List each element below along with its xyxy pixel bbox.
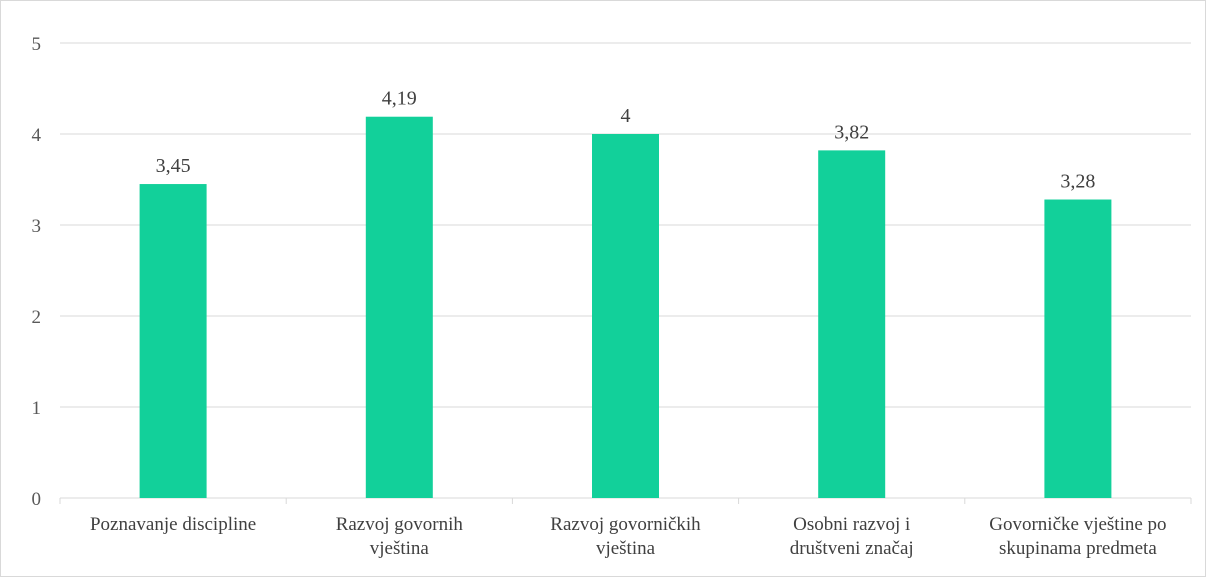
y-tick-label: 3 — [32, 216, 42, 237]
x-category-label: Poznavanje discipline — [90, 514, 256, 535]
x-category-label: Govorničke vještine po — [989, 514, 1166, 535]
bar — [365, 116, 433, 499]
y-tick-label: 2 — [32, 307, 42, 328]
x-category-label: društveni značaj — [790, 538, 914, 559]
bar — [139, 184, 207, 499]
y-tick-label: 5 — [32, 34, 42, 55]
x-category-label: Razvoj govorničkih — [550, 514, 701, 535]
x-category-label: vještina — [370, 538, 430, 559]
data-label: 3,28 — [1060, 171, 1095, 193]
x-category-label: vještina — [596, 538, 656, 559]
bar — [818, 150, 886, 498]
x-category-label: Razvoj govornih — [336, 514, 464, 535]
data-label: 3,45 — [156, 155, 191, 177]
y-tick-label: 4 — [32, 125, 42, 146]
data-label: 4 — [621, 105, 631, 127]
y-tick-label: 1 — [32, 398, 42, 419]
data-label: 4,19 — [382, 88, 417, 110]
bar — [592, 134, 659, 498]
data-label: 3,82 — [834, 121, 869, 143]
x-category-label: skupinama predmeta — [999, 538, 1157, 559]
y-tick-label: 0 — [32, 489, 42, 510]
bar — [1044, 199, 1112, 498]
x-category-label: Osobni razvoj i — [793, 514, 910, 535]
